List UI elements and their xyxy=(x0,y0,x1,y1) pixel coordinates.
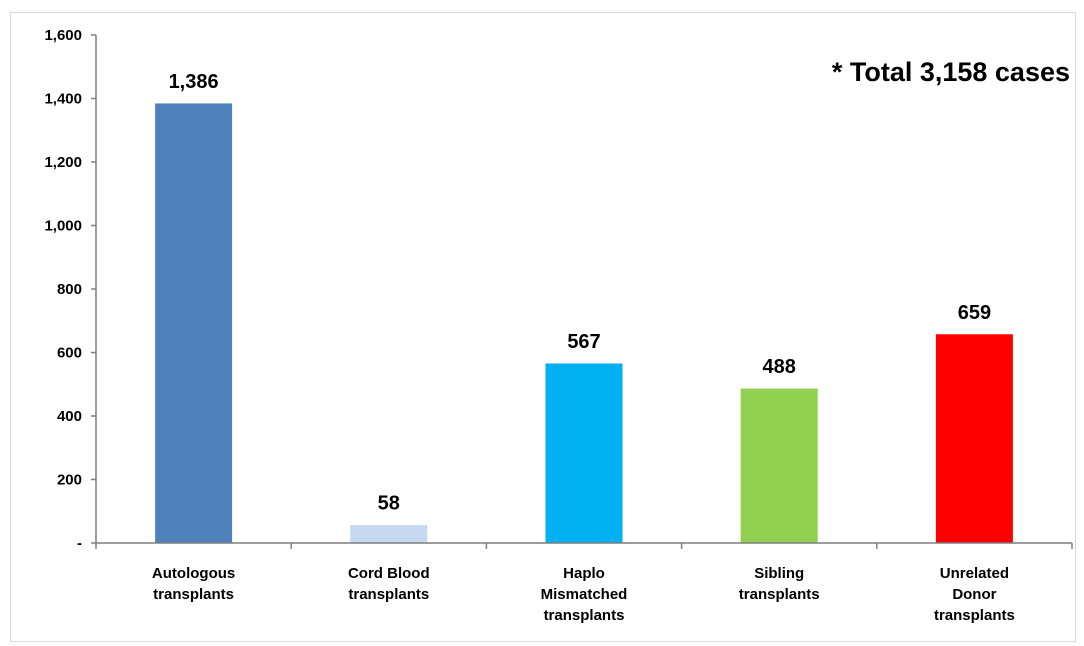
category-label: Unrelated Donor transplants xyxy=(934,565,1015,624)
bar xyxy=(154,102,234,544)
bar-data-label: 567 xyxy=(567,331,600,353)
bar xyxy=(934,333,1014,544)
category-label-line: Cord Blood xyxy=(348,565,430,582)
y-tick-label: 1,200 xyxy=(44,154,82,171)
data-labels: 1,386 58 567 488 659 xyxy=(169,71,992,515)
y-tick-label: 1,600 xyxy=(44,27,82,44)
total-cases-annotation: * Total 3,158 cases xyxy=(832,57,1070,87)
category-label-line: Autologous xyxy=(152,565,235,582)
category-label-line: transplants xyxy=(934,607,1015,624)
bar-data-label: 488 xyxy=(763,356,796,378)
y-tick-label: - xyxy=(77,535,82,552)
y-tick-label: 200 xyxy=(57,472,82,489)
bar-data-label: 659 xyxy=(958,302,991,324)
category-label: Haplo Mismatched transplants xyxy=(541,565,628,624)
bar xyxy=(544,362,624,544)
category-label-line: Mismatched xyxy=(541,586,628,603)
bar xyxy=(739,387,819,544)
category-label-line: Sibling xyxy=(754,565,804,582)
category-label-line: Unrelated xyxy=(940,565,1009,582)
bar-data-label: 58 xyxy=(378,493,400,515)
y-tick-label: 600 xyxy=(57,345,82,362)
y-tick-label: 800 xyxy=(57,281,82,298)
category-label: Autologous transplants xyxy=(152,565,235,603)
category-label-line: transplants xyxy=(544,607,625,624)
category-label: Cord Blood transplants xyxy=(348,565,430,603)
category-label-line: Donor xyxy=(952,586,996,603)
category-labels: Autologous transplants Cord Blood transplan… xyxy=(95,543,1073,624)
category-label-line: transplants xyxy=(348,586,429,603)
category-label: Sibling transplants xyxy=(739,565,820,603)
y-tick-label: 400 xyxy=(57,408,82,425)
category-label-line: Haplo xyxy=(563,565,605,582)
y-tick-label: 1,400 xyxy=(44,91,82,108)
bar-data-label: 1,386 xyxy=(169,71,219,93)
y-tick-label: 1,000 xyxy=(44,218,82,235)
category-label-line: transplants xyxy=(153,586,234,603)
bar xyxy=(349,524,429,544)
category-label-line: transplants xyxy=(739,586,820,603)
bars xyxy=(154,102,1014,544)
y-axis-ticks: - 200 400 600 800 1,000 1,200 1,400 1,600 xyxy=(44,27,96,552)
